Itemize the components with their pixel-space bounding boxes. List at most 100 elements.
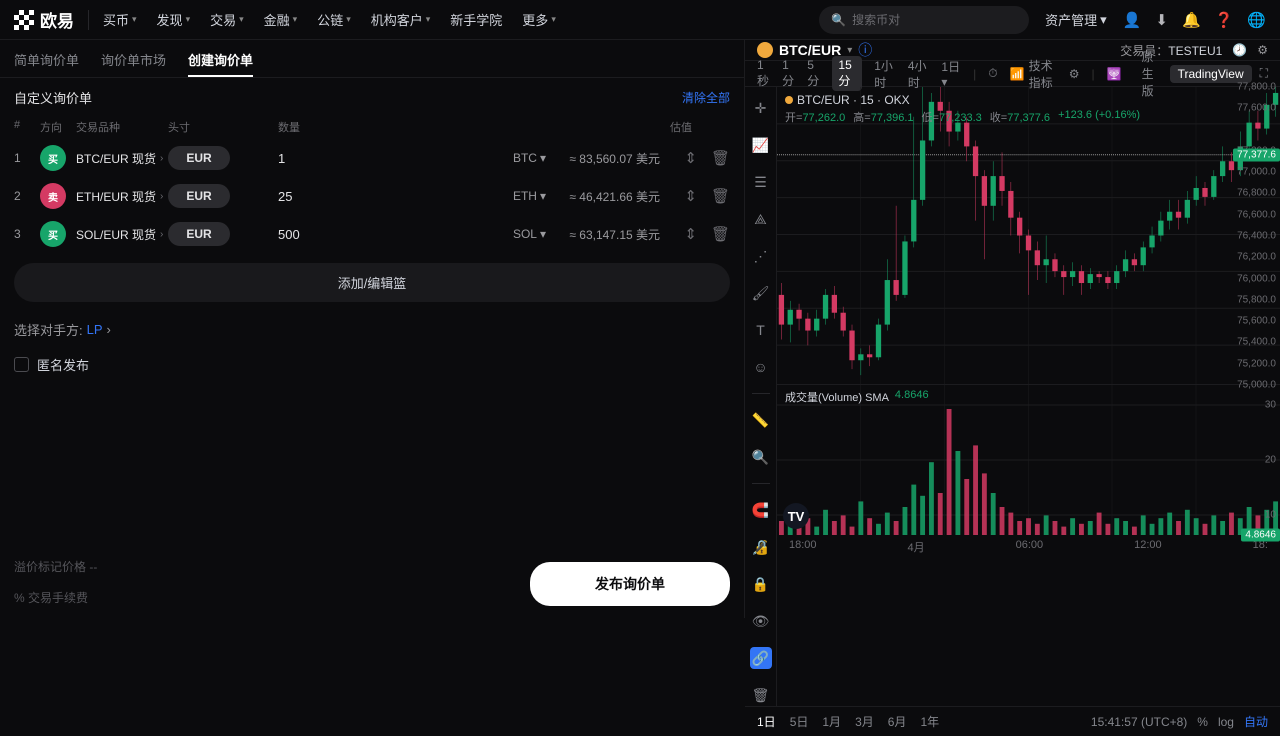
unit-selector-sol[interactable]: SOL ▾	[513, 227, 546, 241]
timeframe-15m[interactable]: 15分	[832, 56, 862, 91]
timeframe-5m[interactable]: 5分	[807, 58, 820, 89]
currency-pill-eur-3[interactable]: EUR	[168, 222, 230, 246]
price-axis-label: 76,000.0	[1237, 273, 1276, 284]
currency-pill-eur-2[interactable]: EUR	[168, 184, 230, 208]
unit-selector-btc[interactable]: BTC ▾	[513, 151, 546, 165]
auto-toggle[interactable]: 自动	[1244, 713, 1268, 730]
price-axis-label: 75,600.0	[1237, 316, 1276, 327]
chart-footer: 1日 5日 1月 3月 6月 1年 15:41:57 (UTC+8) % log…	[745, 706, 1280, 736]
swap-icon-3[interactable]: ⇕	[684, 225, 697, 243]
current-time-label: 15:41:57 (UTC+8)	[1091, 715, 1187, 729]
timeframe-1s[interactable]: 1秒	[757, 58, 770, 89]
table-row: 3 买 SOL/EUR 现货 › EUR 500 SOL ▾ ≈ 63,147.1…	[14, 215, 730, 253]
range-3m[interactable]: 3月	[855, 713, 874, 730]
delete-icon-1[interactable]: 🗑	[711, 149, 730, 167]
help-icon[interactable]: ❓	[1215, 11, 1234, 29]
candle-type-selector[interactable]: ⏱	[988, 66, 997, 81]
delete-icon-2[interactable]: 🗑	[711, 187, 730, 205]
add-edit-basket-button[interactable]: 添加/编辑篮	[14, 263, 730, 302]
tab-simple-quote[interactable]: 简单询价单	[14, 50, 79, 77]
checkbox-input[interactable]	[14, 357, 29, 372]
ohlc-overlay: BTC/EUR · 15 · OKX 开=77,262.0 高=77,396.1…	[785, 93, 1140, 125]
nav-item-more[interactable]: 更多 ▾	[522, 10, 556, 29]
nav-item-finance[interactable]: 金融 ▾	[264, 10, 298, 29]
log-toggle[interactable]: log	[1218, 715, 1234, 729]
counterparty-selector[interactable]: 选择对手方: LP ›	[14, 320, 730, 339]
price-axis-label: 76,800.0	[1237, 188, 1276, 199]
ruler-tool-icon[interactable]: 📏	[750, 409, 772, 431]
lock-edit-tool-icon[interactable]: 🔏	[750, 536, 772, 558]
side-badge-sell[interactable]: 卖	[40, 183, 66, 209]
range-1m[interactable]: 1月	[822, 713, 841, 730]
trendline-tool-icon[interactable]: 📈	[750, 134, 772, 156]
percent-toggle[interactable]: %	[1197, 715, 1208, 729]
nav-item-institutional[interactable]: 机构客户 ▾	[371, 10, 431, 29]
settings-gear-icon[interactable]: ⚙	[1069, 67, 1080, 81]
user-profile-icon[interactable]: 👤	[1123, 11, 1142, 29]
range-6m[interactable]: 6月	[888, 713, 907, 730]
currency-pill-eur-1[interactable]: EUR	[168, 146, 230, 170]
pair-selector-sol[interactable]: SOL/EUR 现货 ›	[76, 226, 168, 243]
nav-item-chain[interactable]: 公链 ▾	[317, 10, 351, 29]
magnet-tool-icon[interactable]: 🧲	[750, 499, 772, 521]
download-icon[interactable]: ⬇	[1155, 11, 1168, 29]
delete-tool-icon[interactable]: 🗑	[750, 684, 772, 706]
crosshair-tool-icon[interactable]: ✛	[750, 97, 772, 119]
volume-chart-svg[interactable]	[777, 385, 1280, 535]
quantity-field-1[interactable]: 1 BTC ▾	[278, 151, 560, 166]
range-5d[interactable]: 5日	[790, 713, 809, 730]
visibility-tool-icon[interactable]: 👁	[750, 610, 772, 632]
emoji-tool-icon[interactable]: ☺	[750, 356, 772, 378]
unit-selector-eth[interactable]: ETH ▾	[513, 189, 546, 203]
text-tool-icon[interactable]: T	[750, 319, 772, 341]
alert-icon[interactable]: 🕎	[1107, 67, 1122, 81]
nav-item-discover[interactable]: 发现 ▾	[157, 10, 191, 29]
tab-create-quote[interactable]: 创建询价单	[188, 50, 253, 77]
lock-tool-icon[interactable]: 🔒	[750, 573, 772, 595]
range-1d[interactable]: 1日	[757, 713, 776, 730]
timeframe-1m[interactable]: 1分	[782, 58, 795, 89]
nav-icon-group: 👤 ⬇ 🔔 ❓ 🌐	[1123, 11, 1266, 29]
swap-icon-1[interactable]: ⇕	[684, 149, 697, 167]
chevron-right-icon: ›	[160, 229, 163, 240]
pattern-tool-icon[interactable]: ⟁	[750, 208, 772, 230]
clear-all-button[interactable]: 清除全部	[682, 89, 730, 106]
fullscreen-icon[interactable]: ⛶	[1260, 66, 1268, 81]
publish-quote-button[interactable]: 发布询价单	[530, 562, 730, 606]
asset-management-menu[interactable]: 资产管理 ▾	[1045, 10, 1107, 29]
dotted-line-tool-icon[interactable]: ⋰	[750, 245, 772, 267]
price-chart-area[interactable]: BTC/EUR · 15 · OKX 开=77,262.0 高=77,396.1…	[777, 87, 1280, 385]
pair-selector-eth[interactable]: ETH/EUR 现货 ›	[76, 188, 168, 205]
range-1y[interactable]: 1年	[920, 713, 939, 730]
language-icon[interactable]: 🌐	[1247, 11, 1266, 29]
last-volume-tag: 4.8646	[1241, 529, 1280, 542]
timeframe-4h[interactable]: 4小时	[908, 57, 930, 91]
footer-right-controls: 15:41:57 (UTC+8) % log 自动	[1091, 713, 1268, 730]
nav-item-academy[interactable]: 新手学院	[450, 10, 502, 29]
timeframe-1d[interactable]: 1日 ▾	[941, 58, 961, 89]
side-badge-buy[interactable]: 买	[40, 145, 66, 171]
quantity-field-3[interactable]: 500 SOL ▾	[278, 227, 560, 242]
timeframe-1h[interactable]: 1小时	[874, 57, 896, 91]
tradingview-version-label[interactable]: TradingView	[1170, 65, 1252, 83]
quantity-field-2[interactable]: 25 ETH ▾	[278, 189, 560, 204]
pair-selector-btc[interactable]: BTC/EUR 现货 ›	[76, 150, 168, 167]
volume-chart-area[interactable]: 成交量(Volume) SMA 4.8646 TV	[777, 385, 1280, 535]
delete-icon-3[interactable]: 🗑	[711, 225, 730, 243]
zoom-tool-icon[interactable]: 🔍	[750, 446, 772, 468]
notifications-icon[interactable]: 🔔	[1182, 11, 1201, 29]
candlestick-chart-svg[interactable]	[777, 87, 1280, 384]
search-input[interactable]: 🔍 搜索币对	[819, 6, 1029, 34]
fee-label: % 交易手续费	[14, 589, 97, 606]
nav-item-buy-crypto[interactable]: 买币 ▾	[103, 10, 137, 29]
link-tool-icon[interactable]: 🔗	[750, 647, 772, 669]
anonymous-publish-checkbox[interactable]: 匿名发布	[14, 355, 730, 374]
chevron-down-icon: ▾	[293, 14, 298, 25]
channel-tool-icon[interactable]: ☰	[750, 171, 772, 193]
side-badge-buy[interactable]: 买	[40, 221, 66, 247]
swap-icon-2[interactable]: ⇕	[684, 187, 697, 205]
tab-quote-market[interactable]: 询价单市场	[101, 50, 166, 77]
nav-item-trade[interactable]: 交易 ▾	[210, 10, 244, 29]
brush-tool-icon[interactable]: 🖌	[750, 282, 772, 304]
indicators-button[interactable]: 📶 技术指标	[1010, 57, 1057, 91]
